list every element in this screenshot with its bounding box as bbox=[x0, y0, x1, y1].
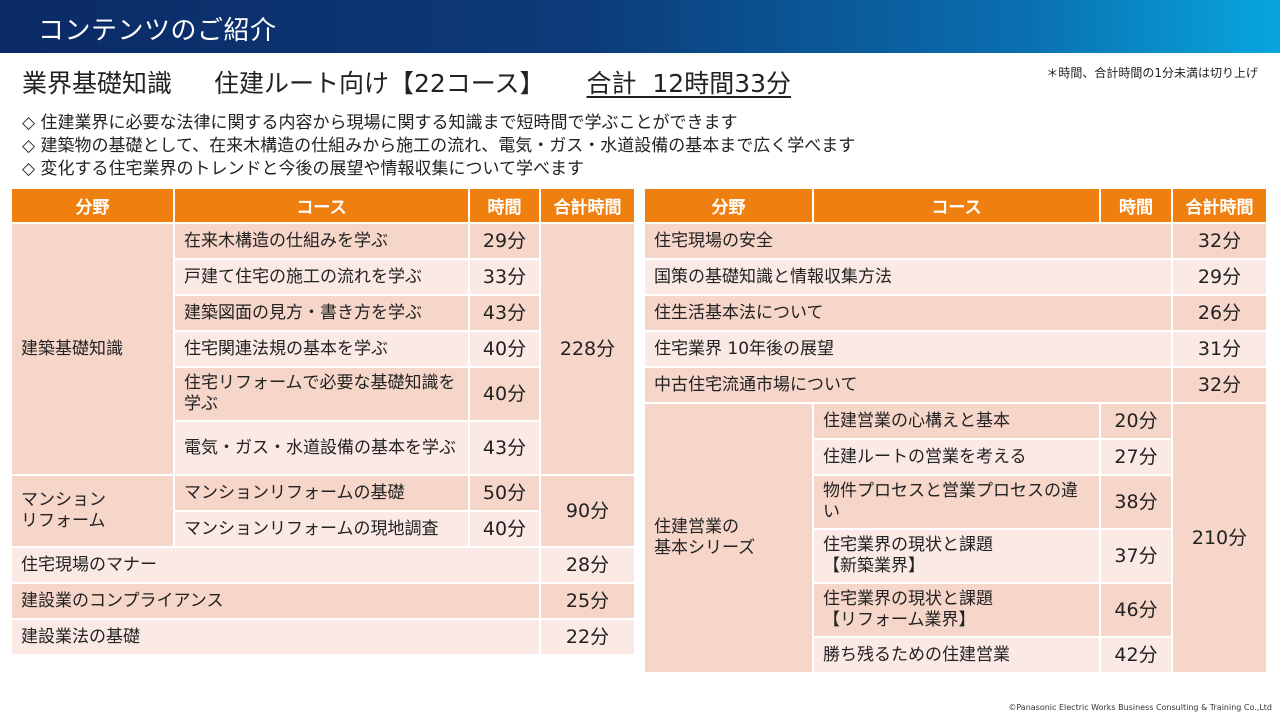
course-total: 26分 bbox=[1173, 296, 1266, 330]
field-total: 228分 bbox=[541, 224, 634, 474]
header-row: 分野 コース 時間 合計時間 bbox=[645, 189, 1266, 222]
table-row: マンション リフォーム マンションリフォームの基礎 50分 90分 bbox=[12, 476, 634, 546]
course-name: 住宅業界の現状と課題 【新築業界】 bbox=[814, 530, 1099, 582]
bullet-item: ◇ 変化する住宅業界のトレンドと今後の展望や情報収集について学べます bbox=[22, 159, 584, 179]
course-name: 建築図面の見方・書き方を学ぶ bbox=[175, 296, 468, 330]
course-name: 勝ち残るための住建営業 bbox=[814, 638, 1099, 672]
course-time: 40分 bbox=[470, 332, 539, 366]
table-row: 建設業のコンプライアンス 25分 bbox=[12, 584, 634, 618]
course-total: 25分 bbox=[541, 584, 634, 618]
course-name: 建設業法の基礎 bbox=[12, 620, 539, 654]
course-time: 33分 bbox=[470, 260, 539, 294]
course-time: 38分 bbox=[1101, 476, 1171, 528]
course-time: 42分 bbox=[1101, 638, 1171, 672]
course-table-left: 分野 コース 時間 合計時間 建築基礎知識 在来木構造の仕組みを学ぶ 29分 228分 戸建て住… bbox=[10, 187, 636, 656]
table-row: 国策の基礎知識と情報収集方法 29分 bbox=[645, 260, 1266, 294]
title-banner: コンテンツのご紹介 bbox=[0, 0, 1280, 53]
table-row: 住宅業界の現状と課題 【リフォーム業界】 46分 bbox=[645, 584, 1266, 636]
table-row: 住建ルートの営業を考える 27分 bbox=[645, 440, 1266, 474]
course-name: 戸建て住宅の施工の流れを学ぶ bbox=[175, 260, 468, 294]
field-name: 住建営業の 基本シリーズ bbox=[645, 404, 812, 672]
header-row: 分野 コース 時間 合計時間 bbox=[12, 189, 634, 222]
page-title: コンテンツのご紹介 bbox=[38, 16, 277, 46]
table-row: 住宅業界の現状と課題 【新築業界】 37分 bbox=[645, 530, 1266, 582]
field-total: 90分 bbox=[541, 476, 634, 546]
course-time: 50分 bbox=[470, 476, 539, 510]
course-table-right: 分野 コース 時間 合計時間 住宅現場の安全 32分 国策の基礎知識と情報収集方法 29分 住生… bbox=[643, 187, 1268, 674]
bullet-item: ◇ 住建業界に必要な法律に関する内容から現場に関する知識まで短時間で学ぶことがで… bbox=[22, 113, 738, 133]
course-time: 29分 bbox=[470, 224, 539, 258]
course-total: 22分 bbox=[541, 620, 634, 654]
category-title: 業界基礎知識 bbox=[22, 69, 173, 98]
field-total: 210分 bbox=[1173, 404, 1266, 672]
table-row: 電気・ガス・水道設備の基本を学ぶ 43分 bbox=[12, 422, 634, 474]
course-name: マンションリフォームの現地調査 bbox=[175, 512, 468, 546]
course-name: 在来木構造の仕組みを学ぶ bbox=[175, 224, 468, 258]
table-row: 住宅現場のマナー 28分 bbox=[12, 548, 634, 582]
header-total: 合計時間 bbox=[1173, 189, 1266, 222]
rounding-note: ＊時間、合計時間の1分未満は切り上げ bbox=[1046, 66, 1258, 80]
header-course: コース bbox=[814, 189, 1099, 222]
course-total: 32分 bbox=[1173, 368, 1266, 402]
course-name: 住宅業界 10年後の展望 bbox=[645, 332, 1171, 366]
header-time: 時間 bbox=[1101, 189, 1171, 222]
table-row: 住建営業の 基本シリーズ 住建営業の心構えと基本 20分 210分 bbox=[645, 404, 1266, 672]
header-field: 分野 bbox=[645, 189, 812, 222]
course-time: 46分 bbox=[1101, 584, 1171, 636]
course-name: 住宅関連法規の基本を学ぶ bbox=[175, 332, 468, 366]
table-row: 戸建て住宅の施工の流れを学ぶ 33分 bbox=[12, 260, 634, 294]
course-name: 住宅リフォームで必要な基礎知識を学ぶ bbox=[175, 368, 468, 420]
course-time: 43分 bbox=[470, 422, 539, 474]
course-total: 28分 bbox=[541, 548, 634, 582]
table-row: 住生活基本法について 26分 bbox=[645, 296, 1266, 330]
course-name: 住宅現場のマナー bbox=[12, 548, 539, 582]
table-row: 住宅関連法規の基本を学ぶ 40分 bbox=[12, 332, 634, 366]
course-name: マンションリフォームの基礎 bbox=[175, 476, 468, 510]
course-time: 20分 bbox=[1101, 404, 1171, 438]
headline: 業界基礎知識 住建ルート向け【22コース】 合計 12時間33分 bbox=[22, 64, 791, 100]
table-row: 中古住宅流通市場について 32分 bbox=[645, 368, 1266, 402]
table-row: 勝ち残るための住建営業 42分 bbox=[645, 638, 1266, 672]
table-row: 住宅現場の安全 32分 bbox=[645, 224, 1266, 258]
course-time: 27分 bbox=[1101, 440, 1171, 474]
table-row: 住宅業界 10年後の展望 31分 bbox=[645, 332, 1266, 366]
table-row: 建築図面の見方・書き方を学ぶ 43分 bbox=[12, 296, 634, 330]
field-name: 建築基礎知識 bbox=[12, 224, 173, 474]
course-name: 住宅現場の安全 bbox=[645, 224, 1171, 258]
header-course: コース bbox=[175, 189, 468, 222]
course-time: 40分 bbox=[470, 368, 539, 420]
bullet-item: ◇ 建築物の基礎として、在来木構造の仕組みから施工の流れ、電気・ガス・水道設備の… bbox=[22, 136, 856, 156]
course-name: 国策の基礎知識と情報収集方法 bbox=[645, 260, 1171, 294]
copyright: ©Panasonic Electric Works Business Consu… bbox=[1008, 703, 1272, 712]
table-row: 建設業法の基礎 22分 bbox=[12, 620, 634, 654]
course-time: 40分 bbox=[470, 512, 539, 546]
course-name: 建設業のコンプライアンス bbox=[12, 584, 539, 618]
route-title: 住建ルート向け【22コース】 bbox=[213, 69, 545, 98]
course-time: 37分 bbox=[1101, 530, 1171, 582]
course-name: 物件プロセスと営業プロセスの違い bbox=[814, 476, 1099, 528]
total-time: 合計 12時間33分 bbox=[586, 69, 792, 98]
header-time: 時間 bbox=[470, 189, 539, 222]
course-time: 43分 bbox=[470, 296, 539, 330]
bullet-list: ◇ 住建業界に必要な法律に関する内容から現場に関する知識まで短時間で学ぶことがで… bbox=[22, 112, 855, 181]
course-name: 電気・ガス・水道設備の基本を学ぶ bbox=[175, 422, 468, 474]
table-row: 建築基礎知識 在来木構造の仕組みを学ぶ 29分 228分 bbox=[12, 224, 634, 474]
field-name: マンション リフォーム bbox=[12, 476, 173, 546]
course-name: 住建ルートの営業を考える bbox=[814, 440, 1099, 474]
table-row: 物件プロセスと営業プロセスの違い 38分 bbox=[645, 476, 1266, 528]
course-total: 29分 bbox=[1173, 260, 1266, 294]
course-name: 住生活基本法について bbox=[645, 296, 1171, 330]
course-name: 住宅業界の現状と課題 【リフォーム業界】 bbox=[814, 584, 1099, 636]
table-row: 住宅リフォームで必要な基礎知識を学ぶ 40分 bbox=[12, 368, 634, 420]
course-total: 32分 bbox=[1173, 224, 1266, 258]
course-name: 中古住宅流通市場について bbox=[645, 368, 1171, 402]
header-field: 分野 bbox=[12, 189, 173, 222]
header-total: 合計時間 bbox=[541, 189, 634, 222]
table-row: マンションリフォームの現地調査 40分 bbox=[12, 512, 634, 546]
course-total: 31分 bbox=[1173, 332, 1266, 366]
course-name: 住建営業の心構えと基本 bbox=[814, 404, 1099, 438]
